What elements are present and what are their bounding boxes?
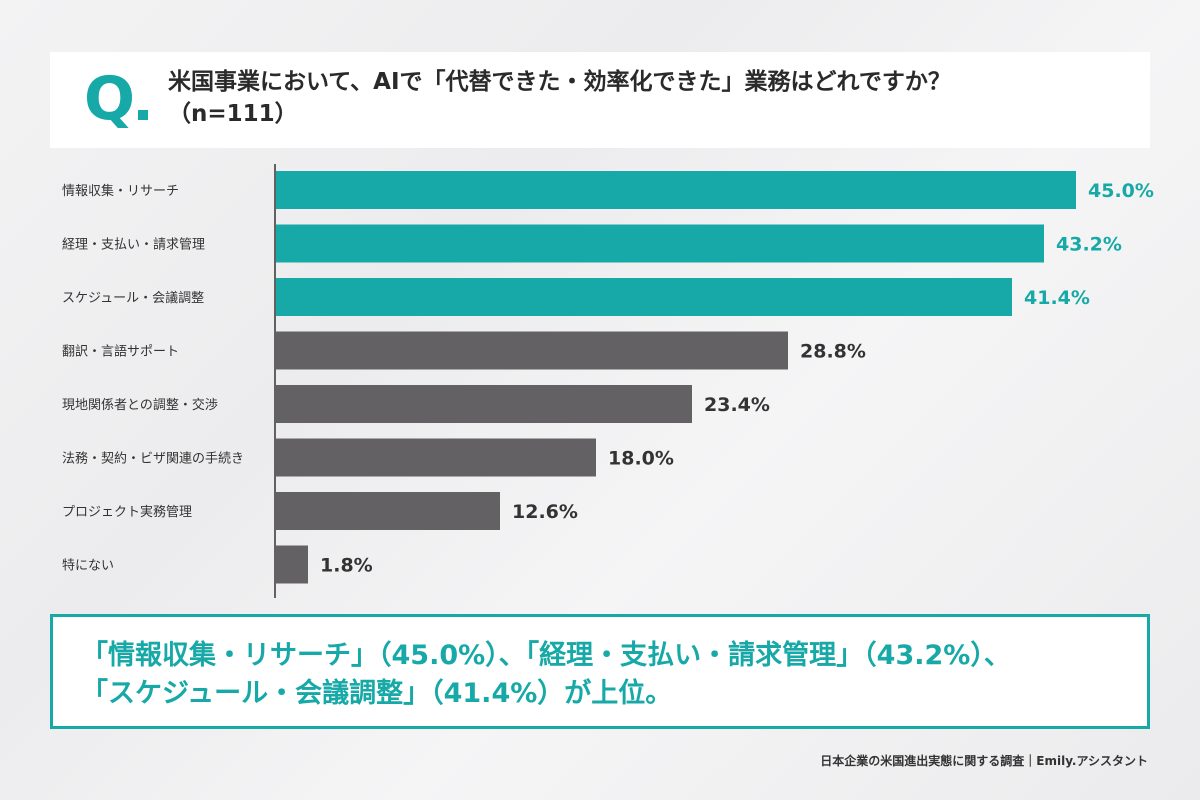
category-label: 特にない (62, 559, 114, 574)
value-label: 1.8% (320, 555, 373, 577)
value-label: 18.0% (608, 448, 674, 470)
bar (276, 545, 308, 584)
value-label: 45.0% (1088, 180, 1154, 202)
bar (276, 438, 596, 477)
bar (276, 385, 692, 423)
value-label: 28.8% (800, 341, 866, 363)
summary-box: 「情報収集・リサーチ」（45.0%）、「経理・支払い・請求管理」（43.2%）、… (50, 614, 1150, 729)
value-label: 43.2% (1056, 234, 1122, 256)
bar (276, 492, 500, 530)
question-header: Q 米国事業において、AIで「代替できた・効率化できた」業務はどれですか？ （n… (50, 52, 1150, 148)
category-label: スケジュール・会議調整 (62, 291, 204, 306)
category-label: 現地関係者との調整・交渉 (62, 397, 218, 413)
bar (276, 331, 788, 370)
category-label: プロジェクト実務管理 (62, 504, 192, 520)
value-label: 12.6% (512, 501, 578, 523)
bar (276, 171, 1076, 209)
source-credit: 日本企業の米国進出実態に関する調査｜Emily.アシスタント (820, 754, 1148, 768)
category-label: 経理・支払い・請求管理 (62, 238, 205, 253)
bar (276, 278, 1012, 316)
bar (276, 224, 1044, 263)
question-sample-size: （n=111） (168, 101, 298, 127)
category-label: 法務・契約・ビザ関連の手続き (62, 452, 244, 467)
summary-line-2: 「スケジュール・会議調整」（41.4%）が上位。 (81, 678, 673, 709)
q-dot (138, 110, 148, 120)
category-label: 情報収集・リサーチ (62, 183, 179, 199)
value-label: 23.4% (704, 394, 770, 416)
question-text: 米国事業において、AIで「代替できた・効率化できた」業務はどれですか？ （n=1… (168, 66, 951, 130)
value-label: 41.4% (1024, 287, 1090, 309)
bar-chart: 情報収集・リサーチ 45.0% 経理・支払い・請求管理 43.2% スケジュール・会議調… (62, 164, 1154, 598)
category-label: 翻訳・言語サポート (62, 344, 179, 360)
question-line-1: 米国事業において、AIで「代替できた・効率化できた」業務はどれですか？ (168, 69, 951, 95)
summary-line-1: 「情報収集・リサーチ」（45.0%）、「経理・支払い・請求管理」（43.2%）、 (81, 640, 1011, 671)
q-mark: Q (84, 64, 136, 134)
summary-text: 「情報収集・リサーチ」（45.0%）、「経理・支払い・請求管理」（43.2%）、… (81, 637, 1127, 713)
